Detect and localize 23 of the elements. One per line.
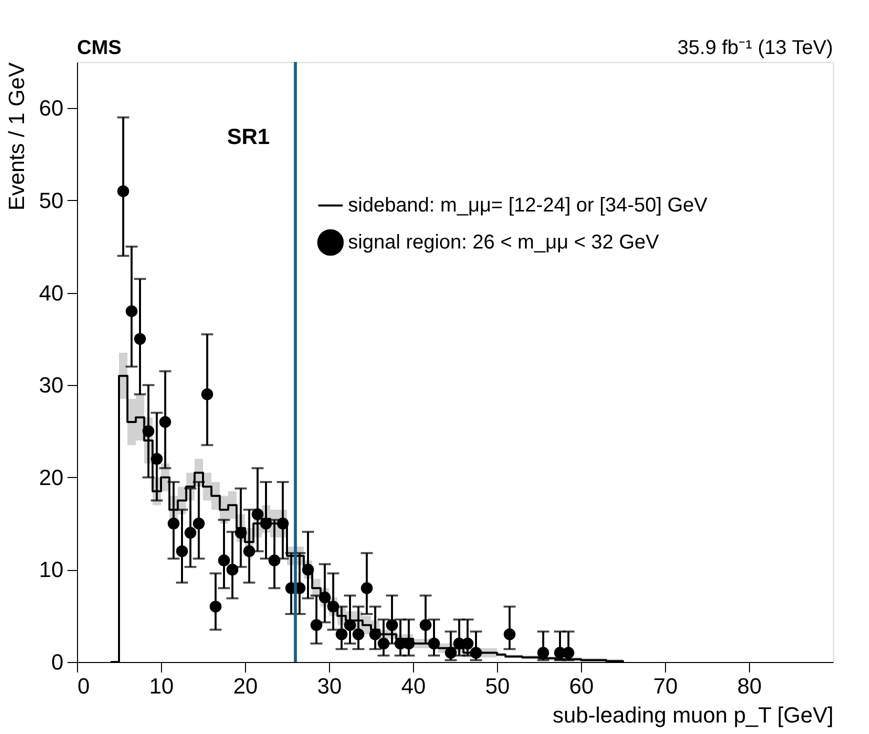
x-tick-label: 70 [653,674,678,698]
x-tick-label: 50 [485,674,510,698]
x-tick-label: 40 [401,674,426,698]
y-tick-label: 40 [39,280,64,306]
x-axis-title: sub-leading muon p_T [GeV] [552,702,834,728]
y-tick-label: 30 [39,372,64,398]
y-tick-label: 50 [39,188,64,213]
annotation: SR1 [227,124,270,149]
legend-label: signal region: 26 < m_μμ < 32 GeV [348,232,660,254]
x-tick-label: 10 [149,674,174,698]
x-tick-label: 30 [317,674,342,698]
y-tick-label: 0 [51,650,64,674]
y-tick-label: 10 [39,557,64,582]
x-tick-label: 20 [233,674,258,698]
chart-subtitle: 35.9 fb⁻¹ (13 TeV) [677,37,833,59]
legend-label: sideband: m_μμ= [12-24] or [34-50] GeV [348,194,708,216]
y-tick-label: 60 [39,96,64,121]
y-tick-label: 20 [39,464,64,490]
x-tick-label: 80 [737,674,762,698]
y-axis-title: Events / 1 GeV [4,62,30,210]
chart-title: CMS [77,37,122,59]
x-tick-label: 0 [78,674,90,698]
x-tick-label: 60 [569,674,594,698]
